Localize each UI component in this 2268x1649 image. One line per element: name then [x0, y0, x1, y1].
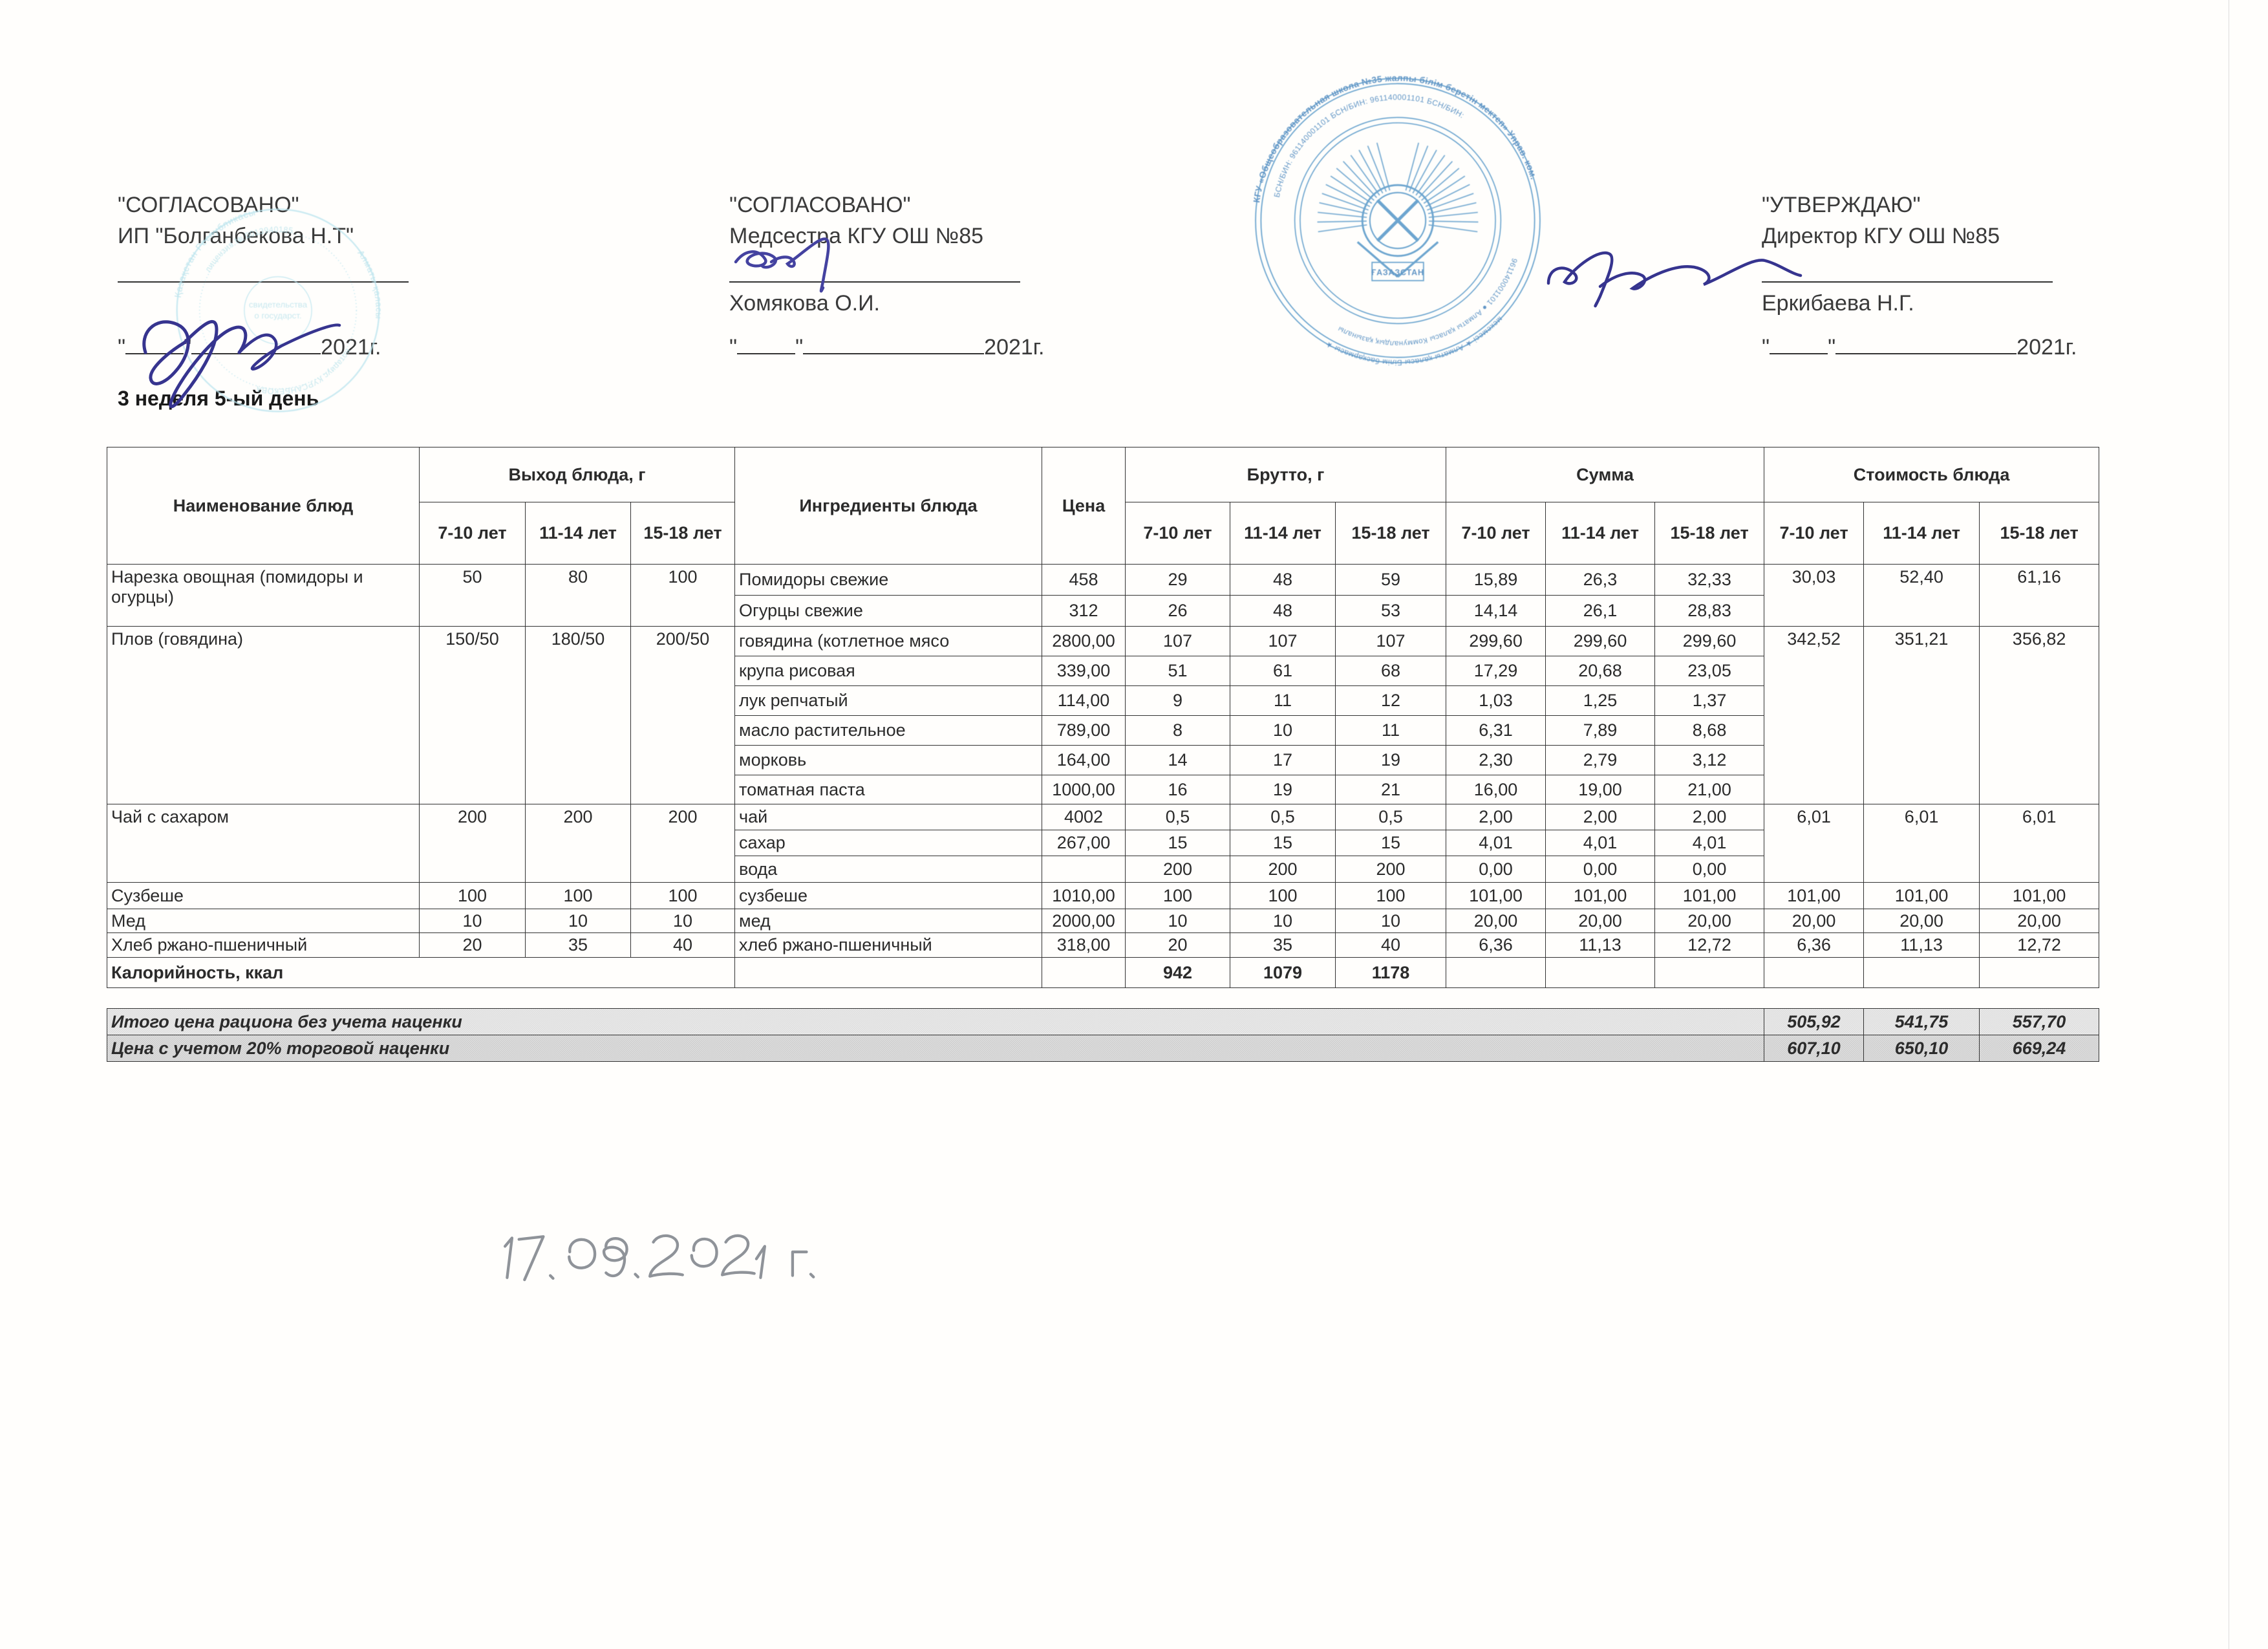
- svg-text:961140001101 ● Алматы қаласы К: 961140001101 ● Алматы қаласы Коммуналдық…: [1336, 257, 1519, 348]
- svg-text:ҒАЗАҘСТАН: ҒАЗАҘСТАН: [1371, 268, 1424, 277]
- svg-text:БСН/БИН: 961140001101 БСН/БИН:: БСН/БИН: 961140001101 БСН/БИН: 961140001…: [1272, 92, 1466, 198]
